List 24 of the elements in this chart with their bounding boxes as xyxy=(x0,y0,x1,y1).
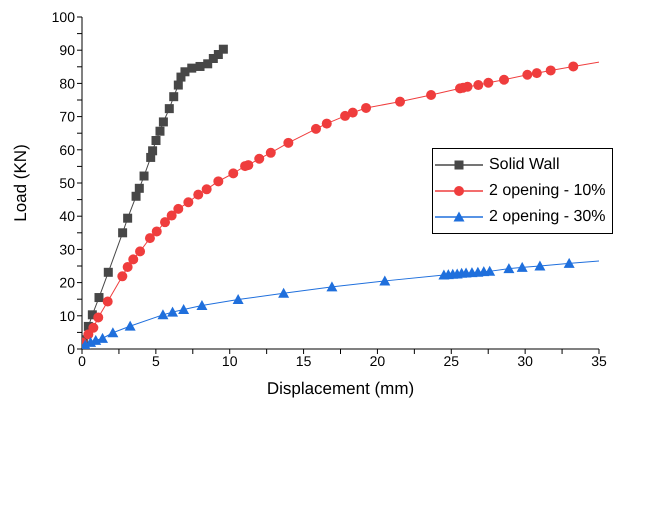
x-tick-label: 0 xyxy=(78,352,86,369)
y-axis-title: Load (KN) xyxy=(11,144,30,222)
y-tick-label: 90 xyxy=(59,42,76,58)
y-tick-label: 30 xyxy=(59,241,76,258)
y-tick-label: 80 xyxy=(59,75,76,92)
x-tick-label: 5 xyxy=(152,352,160,369)
x-tick-label: 10 xyxy=(222,352,238,369)
x-tick-label: 20 xyxy=(370,352,386,369)
y-tick-label: 100 xyxy=(52,8,76,25)
x-tick-label: 25 xyxy=(443,352,460,369)
y-tick-label: 40 xyxy=(59,208,76,224)
y-tick-label: 0 xyxy=(67,340,76,357)
x-tick-label: 30 xyxy=(517,352,534,369)
legend-label: Solid Wall xyxy=(489,156,560,174)
y-tick-label: 60 xyxy=(59,142,76,158)
y-tick-label: 70 xyxy=(59,108,76,125)
y-tick-label: 50 xyxy=(59,174,76,191)
x-tick-label: 15 xyxy=(296,352,312,369)
y-tick-label: 20 xyxy=(59,274,76,291)
x-tick-label: 35 xyxy=(591,352,607,369)
y-tick-label: 10 xyxy=(59,308,76,324)
x-axis-title: Displacement (mm) xyxy=(266,379,414,398)
legend-label: 2 opening - 10% xyxy=(489,182,606,200)
legend-label: 2 opening - 30% xyxy=(489,208,606,226)
